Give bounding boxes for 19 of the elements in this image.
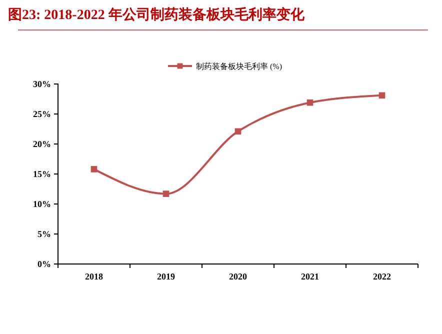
- legend-label: 制药装备板块毛利率 (%): [196, 62, 282, 71]
- y-tick-label: 15%: [33, 168, 51, 179]
- y-tick-label: 5%: [38, 228, 51, 239]
- x-tick-label: 2019: [157, 272, 176, 282]
- x-tick-label: 2021: [301, 272, 320, 282]
- point: [90, 166, 98, 172]
- point: [378, 92, 386, 99]
- y-tick-label: 25%: [33, 108, 51, 119]
- point: [306, 99, 314, 106]
- y-tick-label: 30%: [33, 78, 51, 89]
- y-tick-label: 0%: [38, 258, 51, 269]
- point: [162, 190, 170, 197]
- y-tick-label: 10%: [33, 198, 51, 209]
- x-tick-label: 2018: [85, 272, 104, 282]
- y-tick-label: 20%: [33, 138, 51, 149]
- x-tick-label: 2022: [373, 272, 392, 282]
- point: [234, 128, 242, 135]
- chart-title: 图23: 2018-2022 年公司制药装备板块毛利率变化: [8, 6, 306, 23]
- x-tick-label: 2020: [229, 272, 248, 282]
